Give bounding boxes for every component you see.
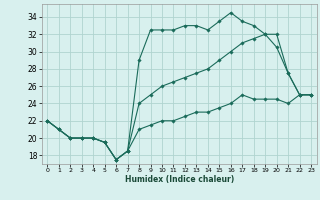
X-axis label: Humidex (Indice chaleur): Humidex (Indice chaleur) [124, 175, 234, 184]
